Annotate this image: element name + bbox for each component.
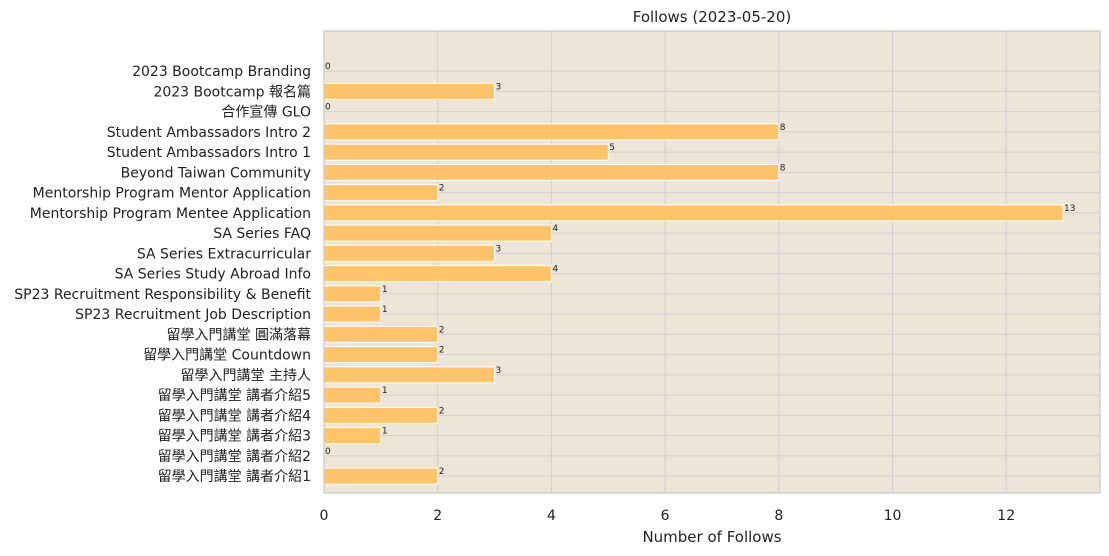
x-tick-label: 10: [884, 508, 902, 524]
value-label: 2: [439, 406, 445, 416]
plot-frame: [323, 30, 1101, 494]
value-label: 2: [439, 325, 445, 335]
category-label: 2023 Bootcamp Branding: [132, 64, 311, 80]
value-label: 2: [439, 184, 445, 194]
x-tick-label: 0: [320, 508, 329, 524]
value-label: 1: [382, 386, 388, 396]
category-label: Student Ambassadors Intro 2: [107, 125, 311, 141]
value-label: 0: [325, 62, 331, 72]
value-label: 2: [439, 346, 445, 356]
category-label: Mentorship Program Mentee Application: [30, 206, 311, 222]
value-label: 3: [496, 82, 502, 92]
category-label: 留學入門講堂 講者介紹1: [158, 469, 311, 485]
bar: [323, 163, 780, 181]
category-label: Mentorship Program Mentor Application: [33, 186, 311, 202]
category-label: Beyond Taiwan Community: [121, 165, 311, 181]
category-label: 2023 Bootcamp 報名篇: [153, 84, 311, 100]
category-label: 留學入門講堂 講者介紹5: [158, 388, 311, 404]
bar: [323, 265, 552, 283]
category-label: SP23 Recruitment Responsibility & Benefi…: [14, 287, 311, 303]
chart-title: Follows (2023-05-20): [633, 8, 792, 26]
bar: [323, 244, 496, 262]
value-label: 3: [496, 244, 502, 254]
x-tick-label: 2: [433, 508, 442, 524]
value-label: 1: [382, 305, 388, 315]
bar: [323, 82, 496, 100]
value-label: 1: [382, 285, 388, 295]
bar: [323, 386, 382, 404]
bar: [323, 224, 552, 242]
category-label: 留學入門講堂 講者介紹2: [158, 449, 311, 465]
category-label: Student Ambassadors Intro 1: [107, 145, 311, 161]
bar: [323, 305, 382, 323]
value-label: 1: [382, 427, 388, 437]
category-label: SA Series FAQ: [213, 226, 311, 242]
bar: [323, 406, 439, 424]
category-label: SA Series Study Abroad Info: [115, 267, 311, 283]
bar: [323, 184, 439, 202]
value-label: 4: [552, 265, 558, 275]
value-label: 8: [780, 163, 786, 173]
bar: [323, 143, 609, 161]
bar: [323, 285, 382, 303]
category-label: 留學入門講堂 Countdown: [143, 348, 311, 364]
bar: [323, 427, 382, 445]
value-label: 0: [325, 447, 331, 457]
category-label: 留學入門講堂 主持人: [181, 368, 311, 384]
value-label: 4: [552, 224, 558, 234]
bar: [323, 204, 1064, 222]
x-tick-label: 4: [547, 508, 556, 524]
value-label: 0: [325, 103, 331, 113]
value-label: 3: [496, 366, 502, 376]
x-tick-label: 6: [661, 508, 670, 524]
value-labels: 0 3 0 8 5 8 2 13 4 3 4 1 1 2 2 3 1 2 1 0 2: [325, 62, 1076, 477]
value-label: 13: [1064, 204, 1075, 214]
value-label: 5: [609, 143, 615, 153]
category-label: 留學入門講堂 講者介紹3: [158, 429, 311, 445]
category-label: 留學入門講堂 圓滿落幕: [167, 327, 311, 343]
category-label: SA Series Extracurricular: [137, 246, 311, 262]
x-tick-label: 12: [997, 508, 1015, 524]
category-label: 合作宣傳 GLO: [221, 105, 311, 121]
value-label: 2: [439, 467, 445, 477]
category-labels: 2023 Bootcamp Branding 2023 Bootcamp 報名篇合…: [14, 64, 311, 485]
value-label: 8: [780, 123, 786, 133]
x-axis-label: Number of Follows: [642, 528, 781, 546]
x-tick-label: 8: [774, 508, 783, 524]
x-tick-labels: 0 2 4 6 8 10 12: [320, 508, 1016, 524]
plot-area: [324, 31, 1100, 493]
bar: [323, 123, 780, 141]
bar: [323, 346, 439, 364]
category-label: SP23 Recruitment Job Description: [75, 307, 311, 323]
bar: [323, 467, 439, 485]
category-label: 留學入門講堂 講者介紹4: [158, 408, 311, 424]
bar: [323, 325, 439, 343]
bar: [323, 366, 496, 384]
